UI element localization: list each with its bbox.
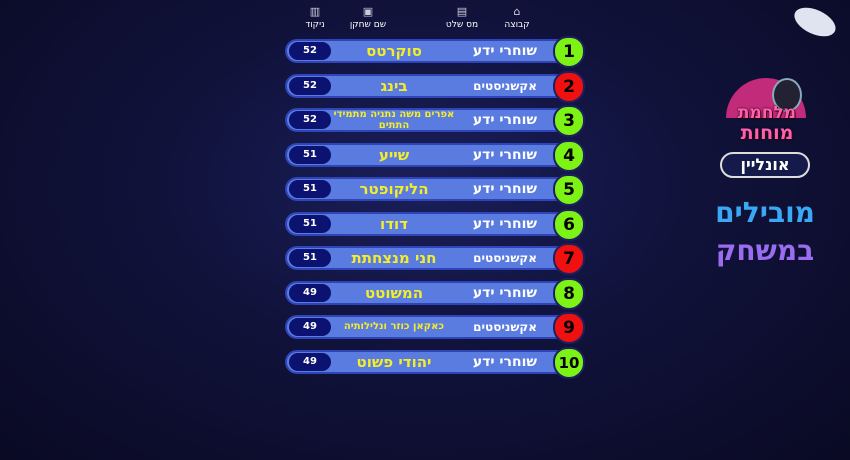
score-value: 52 (289, 76, 331, 95)
score-value: 49 (289, 352, 331, 371)
header-remote: ▤ מס שלט (432, 4, 492, 30)
rank-badge: 7 (553, 243, 585, 275)
title-line2: במשחק (715, 234, 815, 267)
player-name: חני מנצחתת (351, 249, 437, 267)
team-name: אקשניסטים (473, 320, 537, 334)
rank-badge: 2 (553, 70, 585, 103)
game-logo: מלחמת מוחות אונליין (712, 78, 822, 183)
player-name: כאקאן כוזר ונלילותיה (343, 321, 445, 332)
player-name: יהודי פשוט (356, 352, 432, 371)
rank-badge: 10 (553, 346, 585, 379)
header-team: ⌂ קבוצה (487, 4, 547, 30)
rank-badge: 3 (553, 105, 585, 137)
team-name: שוחרי ידע (472, 112, 537, 128)
leaderboard-row: 51 שייע שוחרי ידע 4 (285, 139, 585, 172)
score-value: 49 (289, 318, 331, 336)
team-icon: ⌂ (513, 5, 521, 18)
rank-badge: 4 (553, 139, 585, 172)
rank-badge: 5 (553, 174, 585, 206)
team-name: שוחרי ידע (472, 43, 537, 59)
player-name: בינג (380, 76, 408, 95)
leaderboard-row: 51 חני מנצחתת אקשניסטים 7 (285, 243, 585, 275)
rank-badge: 6 (553, 208, 585, 241)
leaderboard-row: 51 דודו שוחרי ידע 6 (285, 208, 585, 241)
spotlight-decoration (794, 7, 836, 37)
team-name: שוחרי ידע (472, 181, 537, 197)
header-score: ▥ ניקוד (285, 4, 345, 30)
title-line1: מובילים (715, 196, 815, 229)
player-name: סוקרטס (366, 42, 422, 60)
player-name: אפרים משה נתניה מתמידי התתים (333, 109, 455, 131)
leaderboard-row: 49 יהודי פשוט שוחרי ידע 10 (285, 346, 585, 379)
score-value: 51 (289, 145, 331, 164)
leaderboard-row: 52 סוקרטס שוחרי ידע 1 (285, 36, 585, 68)
score-value: 52 (289, 111, 331, 129)
team-name: שוחרי ידע (472, 146, 537, 163)
score-value: 52 (289, 42, 331, 60)
score-value: 51 (289, 249, 331, 267)
player-icon: ▣ (362, 5, 374, 18)
player-name: המשוטט (364, 283, 424, 302)
score-value: 51 (289, 180, 331, 198)
leaderboard-row: 52 בינג אקשניסטים 2 (285, 70, 585, 103)
remote-icon: ▤ (456, 5, 468, 18)
team-name: שוחרי ידע (472, 215, 537, 232)
team-name: אקשניסטים (473, 78, 537, 93)
rank-badge: 8 (553, 277, 585, 310)
team-name: אקשניסטים (473, 251, 537, 265)
leaderboard-row: 51 הליקופטר שוחרי ידע 5 (285, 174, 585, 206)
player-name: שייע (378, 145, 410, 164)
leaderboard-row: 49 כאקאן כוזר ונלילותיה אקשניסטים 9 (285, 312, 585, 344)
header-player: ▣ שם שחקן (338, 4, 398, 30)
player-name: הליקופטר (359, 180, 429, 198)
player-name: דודו (380, 214, 408, 233)
team-name: שוחרי ידע (472, 353, 537, 370)
rank-badge: 9 (553, 312, 585, 344)
leaderboard-row: 49 המשוטט שוחרי ידע 8 (285, 277, 585, 310)
rank-badge: 1 (553, 36, 585, 68)
score-icon: ▥ (309, 5, 321, 18)
leaderboard-row: 52 אפרים משה נתניה מתמידי התתים שוחרי יד… (285, 105, 585, 137)
score-value: 49 (289, 283, 331, 302)
score-value: 51 (289, 214, 331, 233)
row-bar (285, 280, 560, 305)
team-name: שוחרי ידע (472, 284, 537, 301)
